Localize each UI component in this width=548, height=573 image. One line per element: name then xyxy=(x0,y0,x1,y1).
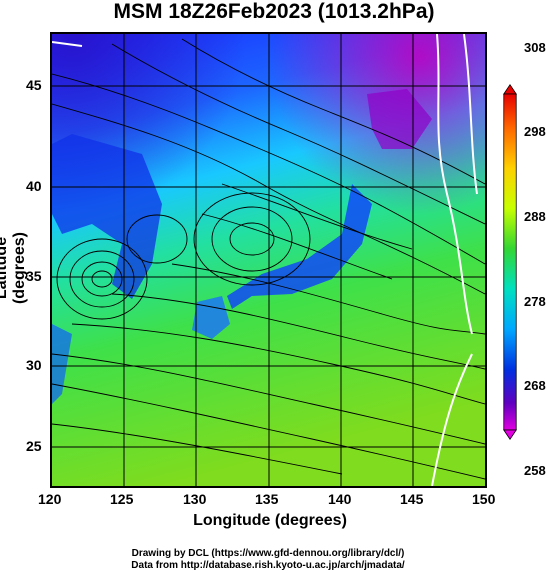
korea-landmass xyxy=(52,134,162,299)
y-tick-45: 45 xyxy=(26,77,42,93)
honshu-landmass xyxy=(227,184,372,309)
colorbar-label-278: 278 xyxy=(524,294,546,309)
x-tick-125: 125 xyxy=(110,491,134,507)
y-tick-40: 40 xyxy=(26,178,42,194)
colorbar-max-arrow xyxy=(503,83,517,95)
y-tick-30: 30 xyxy=(26,357,42,373)
x-tick-140: 140 xyxy=(328,491,352,507)
x-axis-label: Longitude (degrees) xyxy=(193,512,347,529)
colorbar-label-308: 308 xyxy=(524,40,546,55)
y-tick-25: 25 xyxy=(26,438,42,454)
streamlines xyxy=(52,38,485,480)
weather-map xyxy=(50,32,487,488)
x-tick-145: 145 xyxy=(400,491,424,507)
x-tick-120: 120 xyxy=(38,491,62,507)
colorbar-label-258: 258 xyxy=(524,463,546,478)
graticule xyxy=(52,34,485,486)
isobars xyxy=(52,34,478,486)
colorbar xyxy=(503,83,517,441)
credit-data: Data from http://database.rish.kyoto-u.a… xyxy=(131,560,405,571)
colorbar-label-298: 298 xyxy=(524,124,546,139)
colorbar-scale xyxy=(503,93,517,431)
colorbar-label-268: 268 xyxy=(524,378,546,393)
x-tick-150: 150 xyxy=(472,491,496,507)
kyushu-landmass xyxy=(192,296,230,339)
map-title: MSM 18Z26Feb2023 (1013.2hPa) xyxy=(113,0,435,23)
x-tick-135: 135 xyxy=(255,491,279,507)
colorbar-label-288: 288 xyxy=(524,209,546,224)
colorbar-min-arrow xyxy=(503,429,517,441)
x-tick-130: 130 xyxy=(183,491,207,507)
y-axis-label: Latitude (degrees) xyxy=(0,231,28,305)
credit-drawing: Drawing by DCL (https://www.gfd-dennou.o… xyxy=(131,548,405,559)
china-coast xyxy=(52,324,72,404)
y-tick-35: 35 xyxy=(26,268,42,284)
temperature-field xyxy=(52,34,485,486)
